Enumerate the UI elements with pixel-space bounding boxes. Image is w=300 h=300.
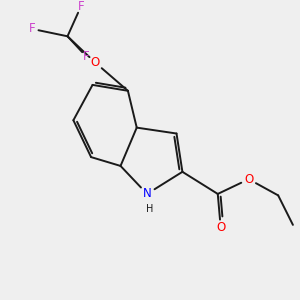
Text: H: H [146, 204, 154, 214]
Text: F: F [29, 22, 35, 35]
Text: F: F [77, 0, 84, 13]
Text: O: O [244, 173, 253, 186]
Text: N: N [143, 188, 152, 200]
Text: F: F [83, 50, 90, 63]
Text: O: O [91, 56, 100, 69]
Text: O: O [216, 221, 225, 234]
